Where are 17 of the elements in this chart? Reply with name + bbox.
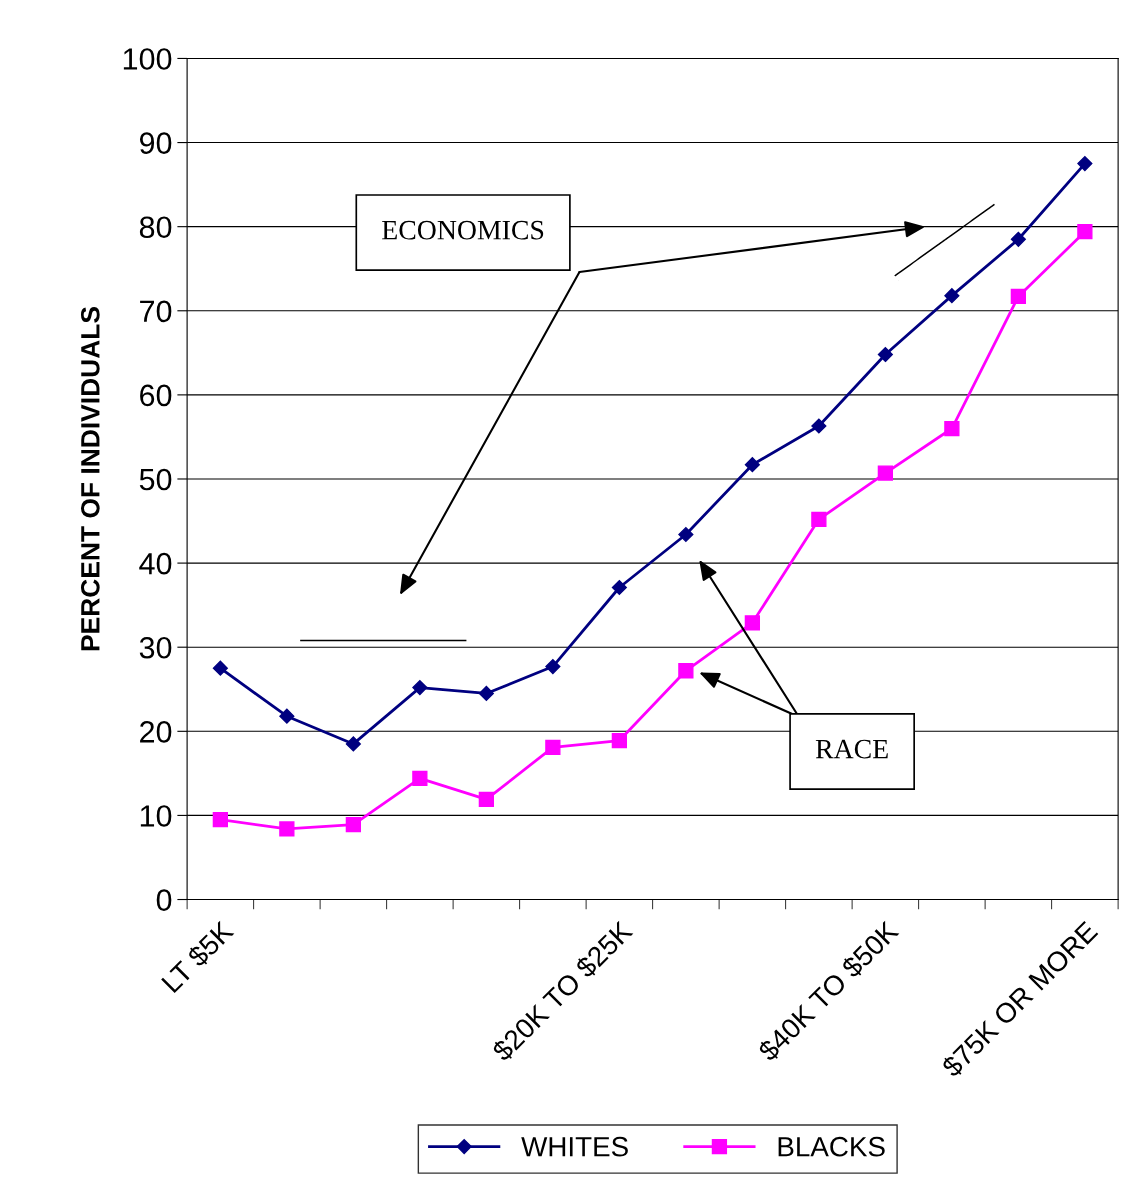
y-tick-label: 50 — [139, 468, 172, 491]
y-tick-label: 90 — [139, 132, 172, 154]
y-tick-label: 80 — [139, 216, 172, 239]
x-tick-label: LT $5K — [160, 918, 236, 995]
y-tick-label: 100 — [123, 48, 172, 70]
y-tick-label: 20 — [140, 721, 172, 743]
y-axis-title: PERCENT OF INDIVIDUALS — [80, 307, 100, 651]
y-tick-label: 10 — [140, 805, 172, 827]
y-tick-label: 0 — [156, 889, 172, 911]
y-tick-label: 70 — [140, 300, 172, 323]
annotation: ECONOMICS — [382, 220, 544, 240]
y-tick-label: 60 — [140, 384, 172, 407]
legend-label: WHITES — [521, 1136, 628, 1157]
legend-label: BLACKS — [778, 1136, 885, 1157]
y-tick-label: 30 — [139, 636, 172, 659]
y-tick-label: 40 — [139, 552, 172, 575]
annotation: RACE — [815, 739, 888, 759]
